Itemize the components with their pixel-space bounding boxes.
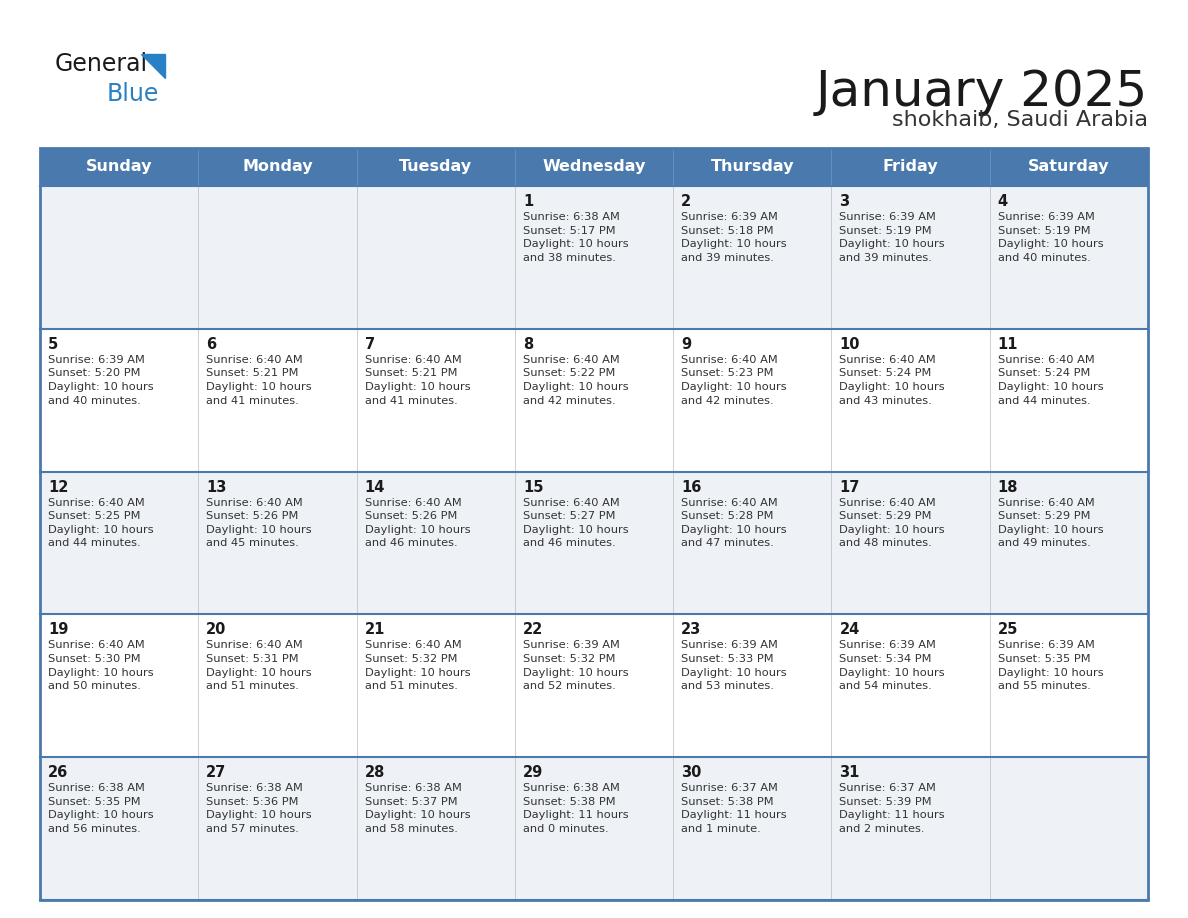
Text: Sunrise: 6:40 AM
Sunset: 5:21 PM
Daylight: 10 hours
and 41 minutes.: Sunrise: 6:40 AM Sunset: 5:21 PM Dayligh… — [207, 354, 312, 406]
Text: Sunrise: 6:40 AM
Sunset: 5:29 PM
Daylight: 10 hours
and 48 minutes.: Sunrise: 6:40 AM Sunset: 5:29 PM Dayligh… — [840, 498, 944, 548]
Bar — [40, 148, 1148, 900]
Text: 11: 11 — [998, 337, 1018, 352]
Text: Blue: Blue — [107, 82, 159, 106]
Bar — [40, 472, 1148, 614]
Text: Tuesday: Tuesday — [399, 160, 473, 174]
Text: 19: 19 — [48, 622, 69, 637]
Bar — [40, 148, 1148, 186]
Text: Saturday: Saturday — [1028, 160, 1110, 174]
Text: Sunrise: 6:40 AM
Sunset: 5:26 PM
Daylight: 10 hours
and 45 minutes.: Sunrise: 6:40 AM Sunset: 5:26 PM Dayligh… — [207, 498, 312, 548]
Text: 13: 13 — [207, 479, 227, 495]
Bar — [40, 186, 1148, 329]
Text: Sunrise: 6:40 AM
Sunset: 5:28 PM
Daylight: 10 hours
and 47 minutes.: Sunrise: 6:40 AM Sunset: 5:28 PM Dayligh… — [681, 498, 786, 548]
Text: 2: 2 — [681, 194, 691, 209]
Text: Sunrise: 6:39 AM
Sunset: 5:20 PM
Daylight: 10 hours
and 40 minutes.: Sunrise: 6:39 AM Sunset: 5:20 PM Dayligh… — [48, 354, 153, 406]
Text: Sunrise: 6:37 AM
Sunset: 5:39 PM
Daylight: 11 hours
and 2 minutes.: Sunrise: 6:37 AM Sunset: 5:39 PM Dayligh… — [840, 783, 944, 834]
Text: Sunrise: 6:40 AM
Sunset: 5:32 PM
Daylight: 10 hours
and 51 minutes.: Sunrise: 6:40 AM Sunset: 5:32 PM Dayligh… — [365, 641, 470, 691]
Text: shokhaib, Saudi Arabia: shokhaib, Saudi Arabia — [892, 110, 1148, 130]
Text: Sunrise: 6:40 AM
Sunset: 5:24 PM
Daylight: 10 hours
and 44 minutes.: Sunrise: 6:40 AM Sunset: 5:24 PM Dayligh… — [998, 354, 1104, 406]
Text: 10: 10 — [840, 337, 860, 352]
Text: Sunrise: 6:40 AM
Sunset: 5:22 PM
Daylight: 10 hours
and 42 minutes.: Sunrise: 6:40 AM Sunset: 5:22 PM Dayligh… — [523, 354, 628, 406]
Text: Sunrise: 6:40 AM
Sunset: 5:29 PM
Daylight: 10 hours
and 49 minutes.: Sunrise: 6:40 AM Sunset: 5:29 PM Dayligh… — [998, 498, 1104, 548]
Text: 15: 15 — [523, 479, 543, 495]
Bar — [40, 614, 1148, 757]
Text: January 2025: January 2025 — [816, 68, 1148, 116]
Text: Sunrise: 6:39 AM
Sunset: 5:32 PM
Daylight: 10 hours
and 52 minutes.: Sunrise: 6:39 AM Sunset: 5:32 PM Dayligh… — [523, 641, 628, 691]
Text: 14: 14 — [365, 479, 385, 495]
Text: Sunrise: 6:37 AM
Sunset: 5:38 PM
Daylight: 11 hours
and 1 minute.: Sunrise: 6:37 AM Sunset: 5:38 PM Dayligh… — [681, 783, 786, 834]
Text: 22: 22 — [523, 622, 543, 637]
Text: 21: 21 — [365, 622, 385, 637]
Text: Sunrise: 6:40 AM
Sunset: 5:25 PM
Daylight: 10 hours
and 44 minutes.: Sunrise: 6:40 AM Sunset: 5:25 PM Dayligh… — [48, 498, 153, 548]
Text: 16: 16 — [681, 479, 702, 495]
Text: Monday: Monday — [242, 160, 312, 174]
Text: Thursday: Thursday — [710, 160, 794, 174]
Text: Sunrise: 6:39 AM
Sunset: 5:18 PM
Daylight: 10 hours
and 39 minutes.: Sunrise: 6:39 AM Sunset: 5:18 PM Dayligh… — [681, 212, 786, 263]
Text: Sunrise: 6:40 AM
Sunset: 5:21 PM
Daylight: 10 hours
and 41 minutes.: Sunrise: 6:40 AM Sunset: 5:21 PM Dayligh… — [365, 354, 470, 406]
Polygon shape — [141, 54, 165, 78]
Text: 8: 8 — [523, 337, 533, 352]
Text: 3: 3 — [840, 194, 849, 209]
Text: 1: 1 — [523, 194, 533, 209]
Text: Sunday: Sunday — [86, 160, 152, 174]
Text: 12: 12 — [48, 479, 69, 495]
Text: Sunrise: 6:40 AM
Sunset: 5:26 PM
Daylight: 10 hours
and 46 minutes.: Sunrise: 6:40 AM Sunset: 5:26 PM Dayligh… — [365, 498, 470, 548]
Text: 5: 5 — [48, 337, 58, 352]
Text: 23: 23 — [681, 622, 701, 637]
Text: 7: 7 — [365, 337, 374, 352]
Text: 24: 24 — [840, 622, 860, 637]
Text: Friday: Friday — [883, 160, 939, 174]
Text: Wednesday: Wednesday — [542, 160, 646, 174]
Text: Sunrise: 6:38 AM
Sunset: 5:17 PM
Daylight: 10 hours
and 38 minutes.: Sunrise: 6:38 AM Sunset: 5:17 PM Dayligh… — [523, 212, 628, 263]
Text: Sunrise: 6:38 AM
Sunset: 5:37 PM
Daylight: 10 hours
and 58 minutes.: Sunrise: 6:38 AM Sunset: 5:37 PM Dayligh… — [365, 783, 470, 834]
Text: 17: 17 — [840, 479, 860, 495]
Text: 26: 26 — [48, 766, 68, 780]
Text: 25: 25 — [998, 622, 1018, 637]
Text: 6: 6 — [207, 337, 216, 352]
Text: 30: 30 — [681, 766, 702, 780]
Text: 4: 4 — [998, 194, 1007, 209]
Text: Sunrise: 6:38 AM
Sunset: 5:36 PM
Daylight: 10 hours
and 57 minutes.: Sunrise: 6:38 AM Sunset: 5:36 PM Dayligh… — [207, 783, 312, 834]
Text: 27: 27 — [207, 766, 227, 780]
Bar — [40, 329, 1148, 472]
Text: General: General — [55, 52, 148, 76]
Text: Sunrise: 6:39 AM
Sunset: 5:34 PM
Daylight: 10 hours
and 54 minutes.: Sunrise: 6:39 AM Sunset: 5:34 PM Dayligh… — [840, 641, 944, 691]
Text: Sunrise: 6:40 AM
Sunset: 5:23 PM
Daylight: 10 hours
and 42 minutes.: Sunrise: 6:40 AM Sunset: 5:23 PM Dayligh… — [681, 354, 786, 406]
Text: Sunrise: 6:40 AM
Sunset: 5:27 PM
Daylight: 10 hours
and 46 minutes.: Sunrise: 6:40 AM Sunset: 5:27 PM Dayligh… — [523, 498, 628, 548]
Text: Sunrise: 6:40 AM
Sunset: 5:24 PM
Daylight: 10 hours
and 43 minutes.: Sunrise: 6:40 AM Sunset: 5:24 PM Dayligh… — [840, 354, 944, 406]
Text: Sunrise: 6:40 AM
Sunset: 5:31 PM
Daylight: 10 hours
and 51 minutes.: Sunrise: 6:40 AM Sunset: 5:31 PM Dayligh… — [207, 641, 312, 691]
Text: Sunrise: 6:38 AM
Sunset: 5:38 PM
Daylight: 11 hours
and 0 minutes.: Sunrise: 6:38 AM Sunset: 5:38 PM Dayligh… — [523, 783, 628, 834]
Text: 28: 28 — [365, 766, 385, 780]
Text: 29: 29 — [523, 766, 543, 780]
Text: 9: 9 — [681, 337, 691, 352]
Text: 18: 18 — [998, 479, 1018, 495]
Text: Sunrise: 6:39 AM
Sunset: 5:33 PM
Daylight: 10 hours
and 53 minutes.: Sunrise: 6:39 AM Sunset: 5:33 PM Dayligh… — [681, 641, 786, 691]
Text: Sunrise: 6:39 AM
Sunset: 5:35 PM
Daylight: 10 hours
and 55 minutes.: Sunrise: 6:39 AM Sunset: 5:35 PM Dayligh… — [998, 641, 1104, 691]
Text: Sunrise: 6:39 AM
Sunset: 5:19 PM
Daylight: 10 hours
and 40 minutes.: Sunrise: 6:39 AM Sunset: 5:19 PM Dayligh… — [998, 212, 1104, 263]
Text: Sunrise: 6:39 AM
Sunset: 5:19 PM
Daylight: 10 hours
and 39 minutes.: Sunrise: 6:39 AM Sunset: 5:19 PM Dayligh… — [840, 212, 944, 263]
Text: Sunrise: 6:40 AM
Sunset: 5:30 PM
Daylight: 10 hours
and 50 minutes.: Sunrise: 6:40 AM Sunset: 5:30 PM Dayligh… — [48, 641, 153, 691]
Bar — [40, 757, 1148, 900]
Text: Sunrise: 6:38 AM
Sunset: 5:35 PM
Daylight: 10 hours
and 56 minutes.: Sunrise: 6:38 AM Sunset: 5:35 PM Dayligh… — [48, 783, 153, 834]
Text: 31: 31 — [840, 766, 860, 780]
Text: 20: 20 — [207, 622, 227, 637]
